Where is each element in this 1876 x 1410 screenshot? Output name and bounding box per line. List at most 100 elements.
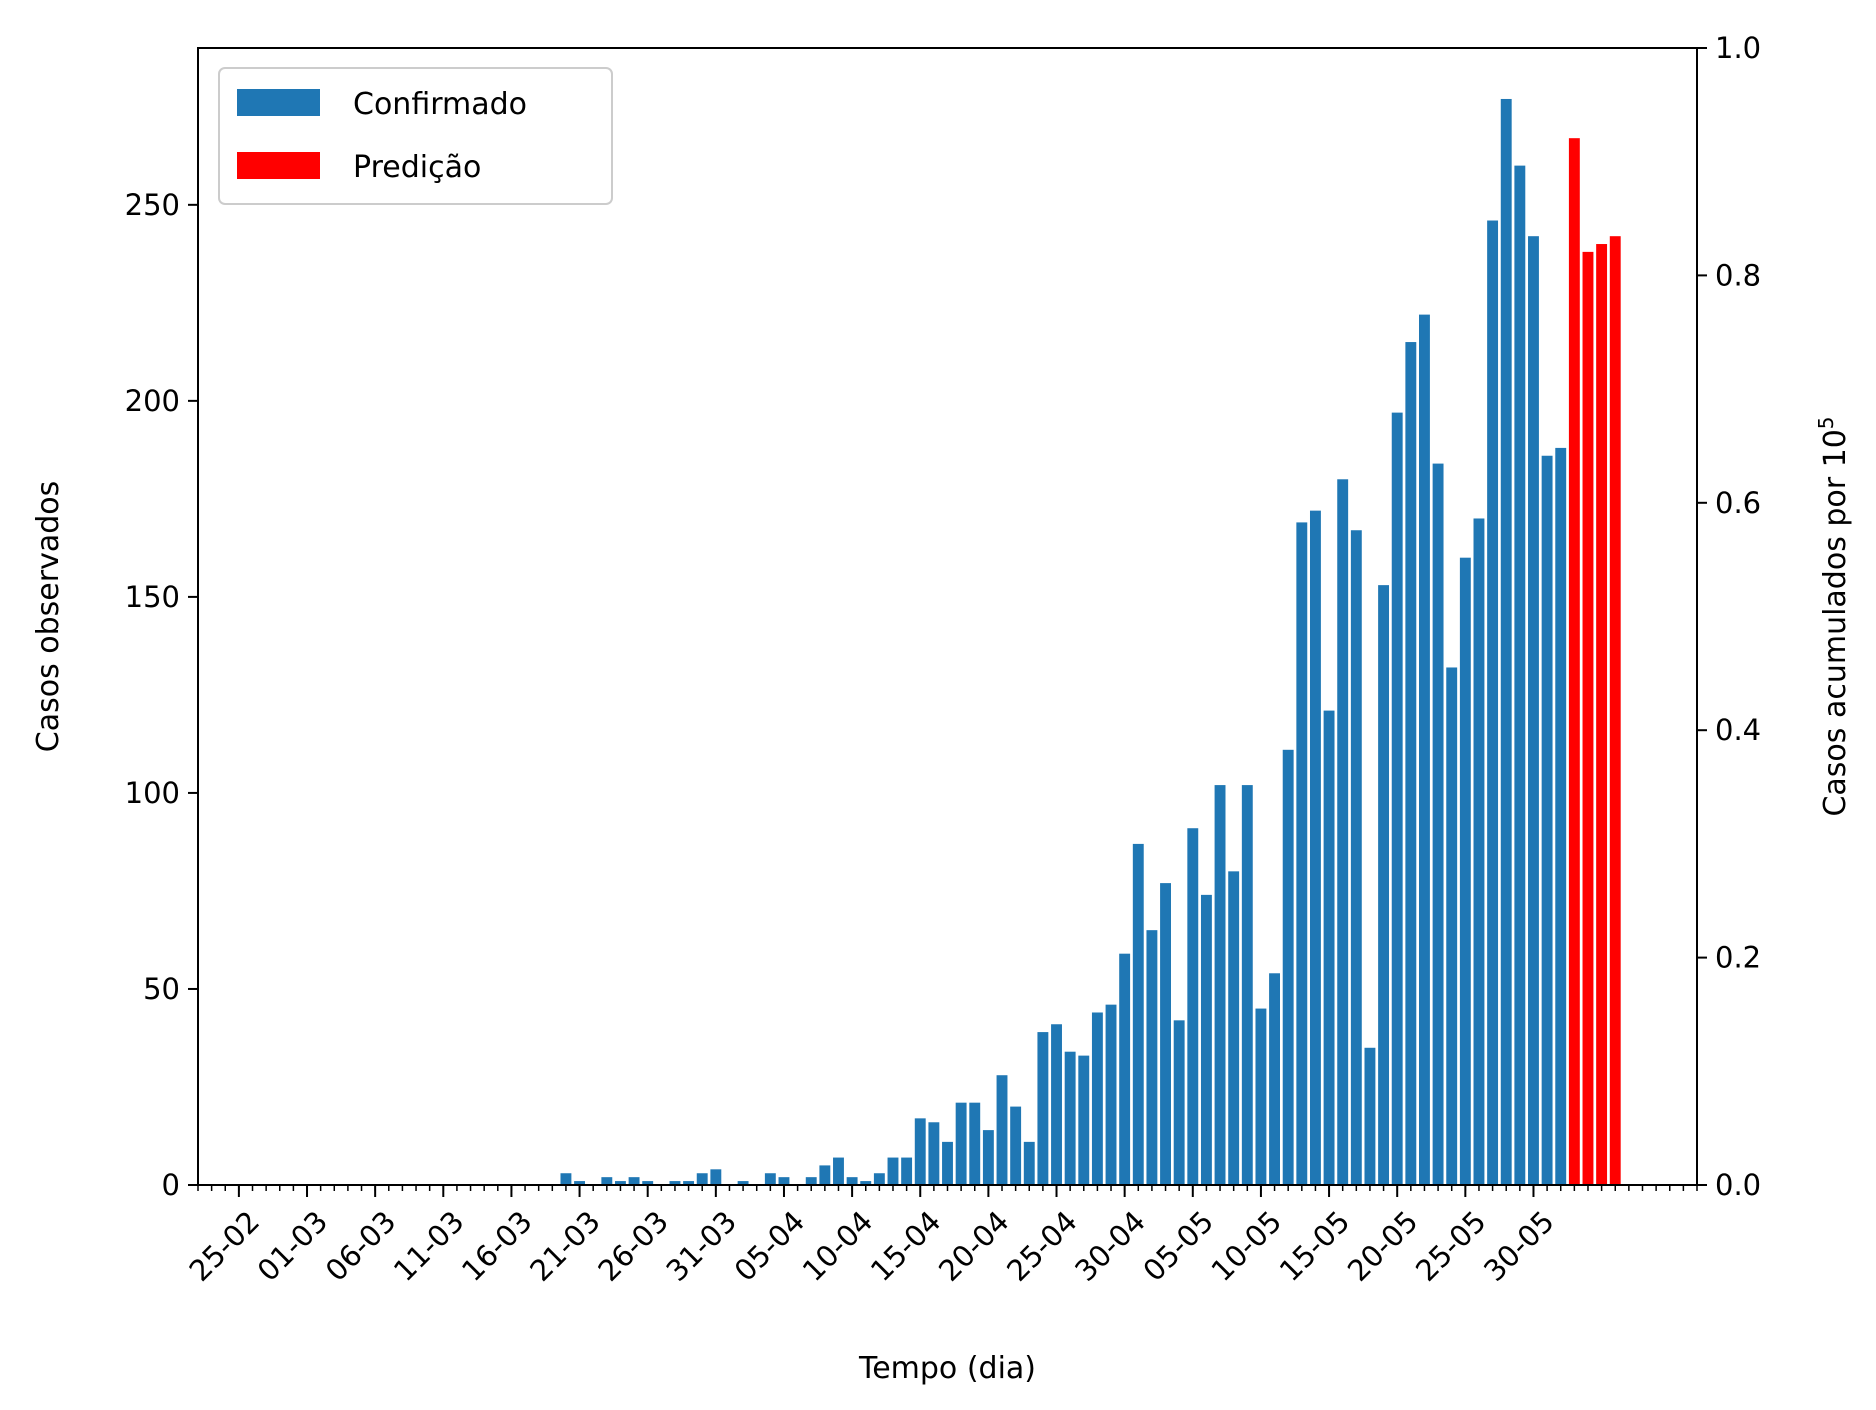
bar-confirmado-96 [1541, 455, 1553, 1185]
bar-confirmado-88 [1432, 463, 1444, 1186]
bar-confirmado-42 [805, 1177, 817, 1185]
bar-confirmado-70 [1187, 828, 1199, 1185]
plot-area [560, 98, 1621, 1186]
left-y-tick-label-1: 50 [143, 972, 180, 1006]
bar-confirmado-85 [1391, 412, 1403, 1185]
bar-confirmado-64 [1105, 1004, 1117, 1185]
bar-confirmado-74 [1241, 785, 1253, 1185]
bar-confirmado-93 [1500, 98, 1512, 1186]
bar-confirmado-72 [1214, 785, 1226, 1185]
y-axis-label: Casos observados [31, 481, 66, 752]
bar-confirmado-25 [574, 1181, 586, 1185]
bar-confirmado-50 [914, 1118, 926, 1185]
bar-confirmado-60 [1051, 1024, 1062, 1185]
legend: Confirmado Predição [218, 67, 613, 205]
bar-confirmado-87 [1419, 314, 1430, 1185]
bar-confirmado-89 [1446, 667, 1458, 1185]
bar-confirmado-48 [887, 1157, 899, 1185]
bar-confirmado-86 [1405, 342, 1417, 1185]
bar-confirmado-40 [778, 1177, 790, 1185]
bar-confirmado-52 [942, 1141, 953, 1185]
bar-confirmado-71 [1200, 894, 1212, 1185]
legend-swatch-confirmado [237, 89, 320, 116]
bar-confirmado-57 [1010, 1106, 1022, 1185]
bar-confirmado-37 [737, 1181, 749, 1185]
bar-confirmado-28 [614, 1181, 626, 1185]
right-y-tick-label-1: 0.2 [1715, 941, 1761, 975]
bar-confirmado-68 [1160, 883, 1171, 1185]
bar-confirmado-82 [1350, 530, 1362, 1185]
bar-confirmado-90 [1459, 557, 1471, 1185]
bar-confirmado-29 [628, 1177, 640, 1185]
right-y-tick-label-0: 0.0 [1715, 1168, 1761, 1202]
left-y-tick-label-4: 200 [125, 384, 180, 418]
bar-confirmado-76 [1269, 973, 1280, 1185]
bar-confirmado-78 [1296, 522, 1308, 1185]
right-y-tick-label-3: 0.6 [1715, 486, 1761, 520]
right-y-axis: 0.0 0.2 0.4 0.6 0.8 1.0 [1697, 31, 1761, 1202]
bar-confirmado-43 [819, 1165, 831, 1185]
series-confirmado-bars [560, 98, 1567, 1186]
bar-confirmado-79 [1309, 510, 1321, 1185]
bar-confirmado-84 [1378, 585, 1390, 1185]
right-y-tick-label-4: 0.8 [1715, 258, 1761, 292]
bar-confirmado-24 [560, 1173, 572, 1185]
bar-confirmado-66 [1132, 843, 1144, 1185]
bar-confirmado-32 [669, 1181, 681, 1185]
bar-confirmado-67 [1146, 930, 1158, 1185]
legend-label-confirmado: Confirmado [353, 87, 527, 122]
bar-confirmado-73 [1228, 871, 1240, 1185]
left-y-axis: 0 50 100 150 200 250 [125, 188, 198, 1202]
bar-confirmado-77 [1282, 749, 1294, 1185]
bar-confirmado-61 [1064, 1051, 1076, 1185]
right-y-tick-label-2: 0.4 [1715, 713, 1761, 747]
bar-confirmado-83 [1364, 1047, 1376, 1185]
bar-confirmado-39 [764, 1173, 776, 1185]
left-y-tick-label-0: 0 [162, 1168, 180, 1202]
bar-confirmado-62 [1078, 1055, 1090, 1185]
bar-confirmado-80 [1323, 710, 1335, 1185]
bar-confirmado-45 [846, 1177, 858, 1185]
bar-confirmado-81 [1337, 479, 1349, 1185]
right-y-tick-label-5: 1.0 [1715, 31, 1761, 65]
bar-confirmado-44 [833, 1157, 844, 1185]
right-y-axis-label: Casos acumulados por 105 [1814, 416, 1853, 816]
legend-swatch-predicao [237, 152, 320, 179]
bar-confirmado-49 [901, 1157, 913, 1185]
bar-predicao-3 [1609, 236, 1621, 1185]
left-y-tick-label-5: 250 [125, 188, 180, 222]
bar-confirmado-55 [982, 1130, 994, 1185]
bar-confirmado-94 [1514, 165, 1526, 1185]
bar-confirmado-63 [1091, 1012, 1103, 1185]
bar-confirmado-65 [1119, 953, 1131, 1185]
bar-confirmado-27 [601, 1177, 613, 1185]
bar-confirmado-69 [1173, 1020, 1185, 1185]
bar-confirmado-58 [1023, 1141, 1035, 1185]
left-y-tick-label-2: 100 [125, 776, 180, 810]
right-y-axis-label-main: Casos acumulados por 10 [1818, 429, 1853, 816]
x-axis-label: Tempo (dia) [858, 1351, 1036, 1386]
bar-confirmado-95 [1528, 236, 1539, 1185]
bar-confirmado-59 [1037, 1032, 1049, 1185]
bar-confirmado-97 [1555, 447, 1567, 1185]
series-predicao-bars [1568, 138, 1621, 1186]
legend-label-predicao: Predição [353, 150, 481, 185]
bar-confirmado-34 [696, 1173, 708, 1185]
bar-predicao-2 [1596, 244, 1608, 1185]
right-y-axis-label-superscript: 5 [1814, 416, 1838, 429]
bar-predicao-1 [1582, 251, 1594, 1185]
bar-confirmado-46 [860, 1181, 872, 1185]
bar-predicao-0 [1568, 138, 1580, 1186]
bar-confirmado-92 [1487, 220, 1499, 1185]
bar-confirmado-33 [683, 1181, 695, 1185]
bar-confirmado-35 [710, 1169, 722, 1185]
bar-confirmado-54 [969, 1102, 981, 1185]
bar-confirmado-30 [642, 1181, 654, 1185]
bar-confirmado-91 [1473, 518, 1485, 1185]
bar-confirmado-75 [1255, 1008, 1267, 1185]
left-y-tick-label-3: 150 [125, 580, 180, 614]
bar-confirmado-47 [873, 1173, 885, 1185]
bar-confirmado-51 [928, 1122, 940, 1185]
bar-confirmado-56 [996, 1075, 1008, 1185]
